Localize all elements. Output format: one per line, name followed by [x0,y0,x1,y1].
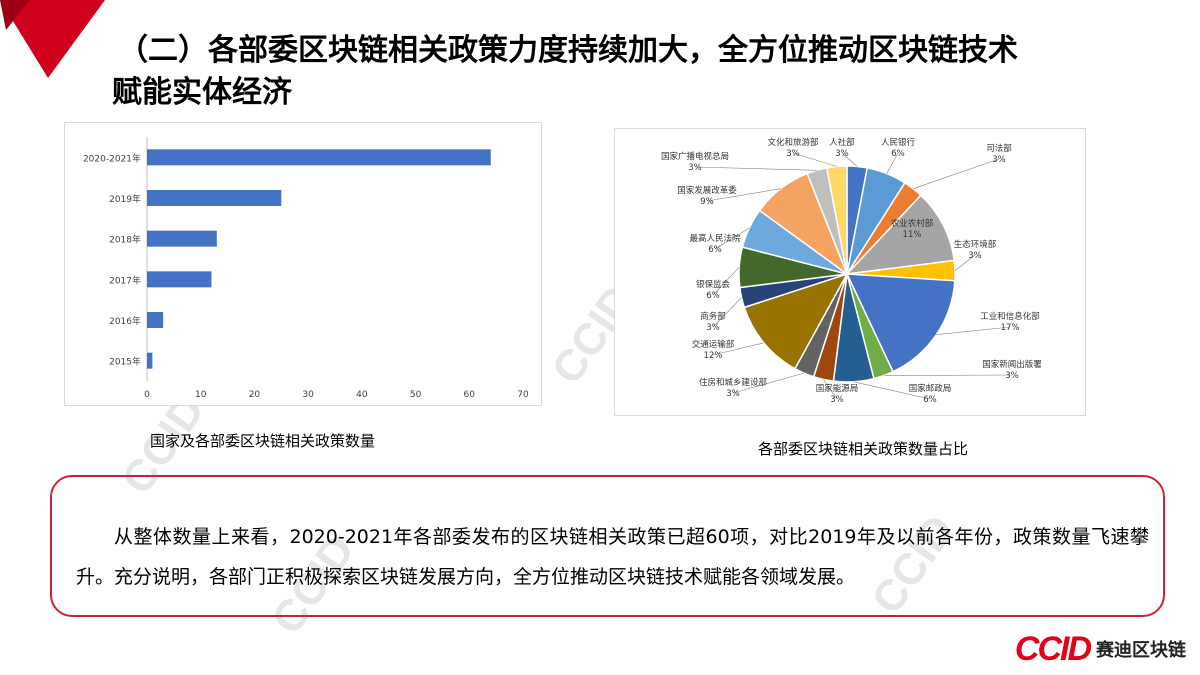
page-title-line2: 赋能实体经济 [112,75,292,110]
bar [147,190,282,206]
bar [147,149,491,166]
bar-x-tick-label: 20 [249,390,261,400]
bar-x-tick-label: 60 [464,390,476,400]
logo-mark: CCID [1014,629,1092,668]
pie-leader-line [706,188,781,202]
pie-slice-percent: 6% [706,291,720,301]
pie-leader-line [883,374,1013,376]
pie-slice-label: 交通运输部 [692,339,735,350]
pie-slice-label: 最高人民法院 [689,233,741,244]
pie-slice-percent: 3% [786,149,800,159]
pie-slice-percent: 12% [704,351,723,361]
bar-category-label: 2017年 [109,274,141,286]
pie-leader-line [712,267,740,296]
pie-leader-line [886,152,899,174]
bar [147,352,153,369]
pie-slice-percent: 17% [1001,323,1020,333]
pie-slice-percent: 6% [708,245,722,255]
bar-category-label: 2018年 [109,234,141,246]
bar-category-label: 2015年 [109,356,141,368]
bar-category-label: 2020-2021年 [83,152,141,164]
logo-text: 赛迪区块链 [1096,640,1186,661]
bar [147,312,164,328]
pie-slice-label: 国家能源局 [816,383,859,394]
pie-leader-line [936,326,1011,336]
pie-leader-line [823,379,838,400]
pie-leader-line [853,381,931,400]
bar-chart-panel: 2020-2021年 2019年 2018年 2017年 2016年 2015年 0 10 20… [64,122,542,406]
pie-slice-label: 国家新闻出版署 [982,359,1042,370]
summary-box: 从整体数量上来看，2020-2021年各部委发布的区块链相关政策已超60项，对比… [50,475,1165,617]
pie-leader-line [841,152,858,167]
pie-slice-label: 农业农村部 [891,218,934,229]
pie-slice-label: 生态环境部 [954,239,997,250]
bar-x-tick-label: 0 [144,390,150,400]
page-title: （二）各部委区块链相关政策力度持续加大，全方位推动区块链技术 赋能实体经济 [112,30,1178,114]
bar [147,230,217,247]
pie-slice-label: 银保监会 [696,279,731,290]
pie-slice-percent: 3% [1005,371,1019,381]
pie-slice-label: 人民银行 [881,137,916,148]
bar-x-tick-label: 50 [410,390,422,400]
pie-leader-line [792,152,837,167]
pie-leader-line [714,227,750,250]
pie-chart-panel: 人社部 3% 人民银行 6% 司法部 3% 农业农村部 11% 生态环境部 3% 工业和信息化部 17… [614,128,1086,416]
pie-slice-percent: 9% [700,197,714,207]
pie-leader-line [712,297,742,328]
pie-slice-percent: 3% [992,155,1006,165]
pie-slice-label: 国家邮政局 [909,383,952,394]
pie-slice-percent: 3% [830,395,844,405]
pie-slice [825,165,848,275]
bar-x-tick-label: 10 [195,390,207,400]
bar [147,271,212,288]
pie-slice-label: 国家发展改革委 [677,185,737,196]
bar-x-tick-label: 40 [356,390,368,400]
page-title-line1: （二）各部委区块链相关政策力度持续加大，全方位推动区块链技术 [118,33,1018,68]
corner-triangle-decoration [0,0,105,78]
pie-slice-label: 工业和信息化部 [980,311,1040,322]
pie-leader-line [954,254,976,271]
pie-slice [845,194,955,276]
pie-slice-percent: 3% [688,163,702,173]
pie-slice-percent: 6% [891,149,905,159]
pie-leader-line [732,372,805,394]
pie-slice-label: 司法部 [986,143,1012,154]
pie-slice-percent: 6% [923,395,937,405]
pie-slice-percent: 3% [968,251,982,261]
pie-slice-label: 文化和旅游部 [767,137,819,148]
pie-slice-percent: 3% [726,389,740,399]
pie-slice-percent: 3% [835,149,849,159]
pie-slice [743,272,849,370]
bar-x-tick-label: 30 [302,390,314,400]
summary-text: 从整体数量上来看，2020-2021年各部委发布的区块链相关政策已超60项，对比… [76,526,1149,588]
ccid-logo: CCID 赛迪区块链 [1015,630,1186,668]
bar-x-tick-label: 70 [517,390,529,400]
pie-slice-percent: 11% [903,230,922,240]
pie-slice-label: 商务部 [700,311,726,322]
bar-category-label: 2016年 [109,315,141,327]
pie-chart-caption: 各部委区块链相关政策数量占比 [758,440,969,458]
pie-slice-label: 住房和城乡建设部 [699,377,768,388]
bar-chart: 2020-2021年 2019年 2018年 2017年 2016年 2015年 0 10 20… [83,137,529,400]
pie-leader-line [712,342,764,356]
bar-category-label: 2019年 [109,193,141,205]
pie-leader-line [694,166,817,171]
bar-chart-caption: 国家及各部委区块链相关政策数量 [150,432,376,450]
pie-leader-line [913,158,1000,189]
pie-slice-label: 人社部 [829,137,855,148]
pie-slice-percent: 3% [706,323,720,333]
pie-slice-label: 国家广播电视总局 [661,151,729,162]
